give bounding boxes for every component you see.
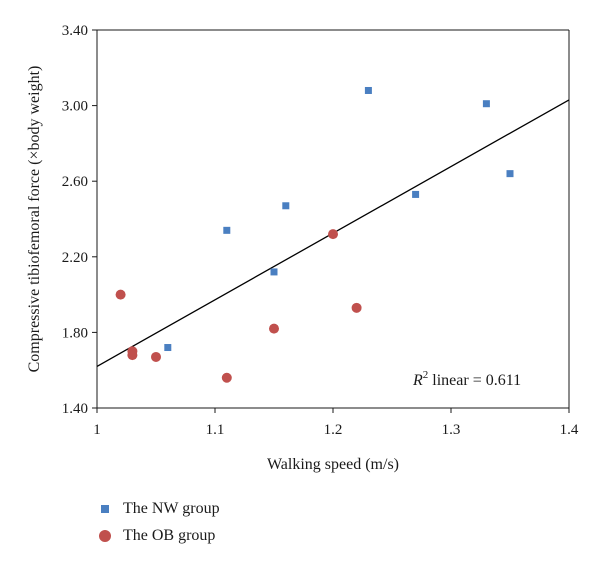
y-tick-label: 2.20 bbox=[62, 250, 88, 266]
nw-point-1 bbox=[223, 226, 231, 234]
legend-label-ob: The OB group bbox=[123, 527, 216, 544]
legend-marker-nw bbox=[96, 505, 114, 513]
data-points bbox=[115, 86, 514, 383]
y-tick-label: 1.40 bbox=[62, 401, 88, 417]
y-tick-label: 3.40 bbox=[62, 23, 88, 39]
x-tick-label: 1.2 bbox=[324, 422, 343, 438]
legend-item-nw: The NW group bbox=[96, 497, 220, 521]
ob-point-3 bbox=[151, 351, 161, 362]
r-superscript: 2 bbox=[423, 369, 429, 381]
legend: The NW group The OB group bbox=[96, 497, 220, 551]
ob-point-4 bbox=[221, 372, 232, 383]
r-squared-value: linear = 0.611 bbox=[428, 372, 521, 389]
axis-ticks: 1 1.1 1.2 1.3 1.4 1.40 1.80 2.20 2.60 3.00 3.40 bbox=[62, 23, 579, 438]
red-circle-marker-icon bbox=[99, 530, 111, 542]
nw-point-6 bbox=[482, 100, 490, 108]
x-tick-label: 1 bbox=[93, 422, 101, 438]
ob-point-7 bbox=[351, 302, 362, 313]
x-axis-title: Walking speed (m/s) bbox=[267, 456, 399, 473]
blue-square-marker-icon bbox=[101, 505, 109, 513]
legend-marker-ob bbox=[96, 530, 114, 542]
y-tick-label: 1.80 bbox=[62, 325, 88, 341]
ob-point-0 bbox=[115, 289, 126, 300]
nw-point-2 bbox=[270, 268, 278, 276]
y-tick-label: 3.00 bbox=[62, 99, 88, 115]
y-tick-label: 2.60 bbox=[62, 174, 88, 190]
nw-point-0 bbox=[164, 344, 172, 352]
r-symbol: R bbox=[412, 372, 423, 389]
x-tick-label: 1.3 bbox=[442, 422, 461, 438]
ob-point-2 bbox=[127, 350, 138, 361]
nw-point-5 bbox=[412, 190, 420, 198]
ob-point-6 bbox=[328, 229, 338, 240]
legend-item-ob: The OB group bbox=[96, 524, 220, 548]
x-tick-label: 1.1 bbox=[206, 422, 225, 438]
nw-point-3 bbox=[282, 202, 290, 210]
x-tick-label: 1.4 bbox=[560, 422, 579, 438]
r-squared-annotation: R2 linear = 0.611 bbox=[412, 369, 521, 389]
nw-point-4 bbox=[364, 86, 372, 94]
legend-label-nw: The NW group bbox=[123, 500, 220, 517]
y-axis-title: Compressive tibiofemoral force (×body we… bbox=[26, 66, 43, 373]
nw-point-7 bbox=[506, 170, 514, 178]
ob-point-5 bbox=[269, 323, 279, 334]
